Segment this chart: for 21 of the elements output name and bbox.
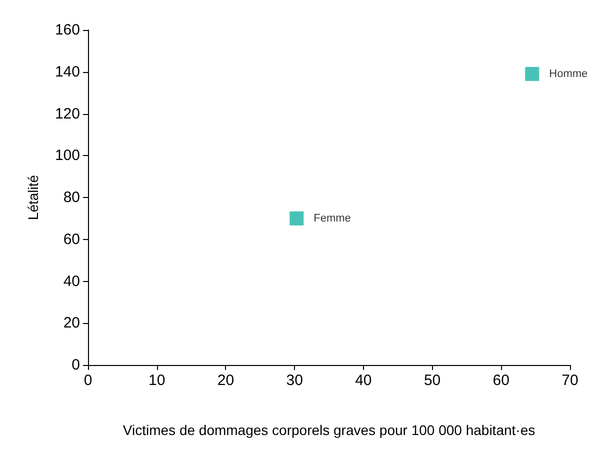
y-axis-title: Létalité xyxy=(25,174,41,220)
x-tick-label: 40 xyxy=(355,372,372,389)
x-tick-label: 10 xyxy=(148,372,166,389)
series-label: Homme xyxy=(549,68,588,80)
y-tick-label: 80 xyxy=(63,189,80,206)
y-tick-label: 120 xyxy=(54,105,80,122)
y-tick-label: 40 xyxy=(63,272,80,290)
y-tick-label: 60 xyxy=(63,230,80,248)
x-tick-label: 30 xyxy=(286,372,303,389)
series-label: Femme xyxy=(314,212,351,224)
y-tick-label: 160 xyxy=(54,22,80,38)
x-tick-label: 0 xyxy=(84,372,92,389)
y-tick-label: 140 xyxy=(54,63,80,80)
x-tick-label: 20 xyxy=(217,372,234,389)
y-tick-label: 100 xyxy=(54,147,80,164)
x-tick-label: 60 xyxy=(492,372,510,389)
y-tick-label: 0 xyxy=(72,356,80,374)
x-tick-label: 50 xyxy=(424,372,441,389)
x-tick-label: 70 xyxy=(562,372,578,389)
x-axis-title: Victimes de dommages corporels graves pour 100 000 habitant·es xyxy=(122,422,536,438)
y-tick-label: 20 xyxy=(63,314,80,332)
